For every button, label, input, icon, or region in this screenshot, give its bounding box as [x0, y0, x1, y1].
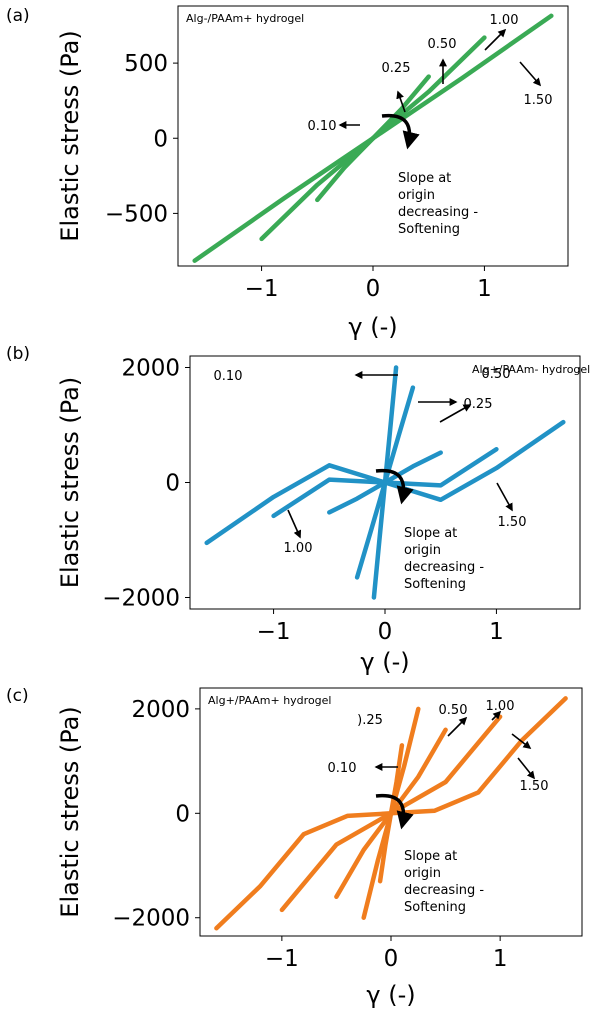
y-tick-label: 0	[153, 126, 168, 152]
annotation-line: Softening	[398, 222, 460, 237]
x-tick-label: 1	[477, 276, 492, 302]
x-tick-label: 1	[489, 619, 504, 645]
amplitude-label: 1.50	[498, 515, 527, 530]
annotation-line: origin	[404, 543, 441, 558]
chart-b: −1 0 1 −2000 0 2000 γ (-) Elastic stress (Pa) Al…	[56, 355, 590, 676]
softening-curved-arrow	[375, 793, 414, 830]
panel-label-c: (c)	[6, 686, 29, 706]
annotation-line: origin	[404, 866, 441, 881]
annotation-line: Softening	[404, 577, 466, 592]
panel-title: Alg-/PAAm+ hydrogel	[186, 12, 304, 25]
annotation-arrow	[517, 757, 535, 780]
amplitude-label: ).25	[357, 713, 383, 728]
annotation-line: Softening	[404, 900, 466, 915]
x-tick-label: −1	[265, 946, 299, 972]
amplitude-label: 0.50	[439, 703, 468, 718]
y-tick-label: 0	[165, 471, 180, 497]
annotation-arrow	[396, 90, 406, 113]
panel-a: (a) −1 0 1 −500 0 500 γ (-) Elastic stress (Pa)…	[0, 0, 590, 341]
amplitude-label: 0.25	[464, 397, 493, 412]
chart-a: −1 0 1 −500 0 500 γ (-) Elastic stress (Pa) Alg-…	[56, 5, 569, 341]
amplitude-label: 0.10	[308, 119, 337, 134]
x-tick-label: 0	[378, 619, 393, 645]
chart-c: −1 0 1 −2000 0 2000 γ (-) Elastic stress (Pa) Al…	[56, 687, 583, 1009]
amplitude-label: 0.10	[328, 761, 357, 776]
y-tick-label: 500	[124, 51, 168, 77]
x-axis-label: γ (-)	[366, 981, 415, 1009]
softening-curved-arrow	[375, 468, 414, 505]
annotation-arrow	[287, 509, 302, 539]
y-tick-label: 0	[175, 801, 190, 827]
x-tick-label: 1	[493, 946, 508, 972]
panel-title: Alg+/PAAm- hydrogel	[472, 363, 590, 376]
panel-b: (b) −1 0 1 −2000 0 2000 γ (-) Elastic stress (P…	[0, 340, 590, 680]
annotation-arrow	[439, 404, 472, 423]
annotation-arrow	[511, 733, 532, 749]
series-line-1.5	[192, 13, 554, 263]
series-line-1.5	[214, 696, 568, 931]
softening-annotation: Slope at origin decreasing - Softening	[398, 171, 478, 237]
softening-annotation: Slope at origin decreasing - Softening	[404, 849, 484, 915]
annotation-line: decreasing -	[404, 560, 484, 575]
annotation-line: Slope at	[398, 171, 451, 186]
y-tick-label: −500	[105, 201, 168, 227]
amplitude-label: 1.50	[520, 779, 549, 794]
amplitude-label: 1.00	[490, 13, 519, 28]
annotation-arrow	[484, 28, 507, 51]
panel-label-b: (b)	[6, 344, 31, 364]
annotation-arrow	[491, 710, 502, 721]
x-tick-label: 0	[366, 276, 381, 302]
x-tick-label: −1	[245, 276, 279, 302]
annotation-line: Slope at	[404, 849, 457, 864]
annotation-arrow	[496, 482, 513, 512]
x-tick-label: 0	[384, 946, 399, 972]
amplitude-label: 0.50	[428, 37, 457, 52]
y-axis-label: Elastic stress (Pa)	[56, 377, 84, 588]
annotation-line: Slope at	[404, 526, 457, 541]
panel-c: (c) −1 0 1 −2000 0 2000 γ (-) Elastic stress (P…	[0, 680, 590, 1012]
x-axis-label: γ (-)	[348, 313, 397, 341]
amplitude-label: 0.10	[214, 369, 243, 384]
annotation-arrow	[447, 716, 468, 737]
panel-label-a: (a)	[6, 6, 30, 26]
amplitude-label: 1.50	[524, 93, 553, 108]
x-tick-label: −1	[257, 619, 291, 645]
y-axis-label: Elastic stress (Pa)	[56, 706, 84, 917]
annotation-arrow	[519, 61, 542, 87]
annotation-line: decreasing -	[398, 205, 478, 220]
softening-curved-arrow	[381, 113, 420, 150]
y-tick-label: 2000	[131, 697, 190, 723]
amplitude-label: 1.00	[486, 699, 515, 714]
y-tick-label: 2000	[121, 356, 180, 382]
panel-title: Alg+/PAAm+ hydrogel	[208, 694, 331, 707]
softening-annotation: Slope at origin decreasing - Softening	[404, 526, 484, 592]
annotation-line: decreasing -	[404, 883, 484, 898]
amplitude-label: 1.00	[284, 541, 313, 556]
amplitude-label: 0.50	[482, 367, 511, 382]
annotation-line: origin	[398, 188, 435, 203]
y-tick-label: −2000	[112, 906, 190, 932]
x-axis-label: γ (-)	[360, 648, 409, 676]
series-line-1.5	[204, 419, 566, 546]
amplitude-label: 0.25	[382, 61, 411, 76]
y-axis-label: Elastic stress (Pa)	[56, 30, 84, 241]
y-tick-label: −2000	[102, 586, 180, 612]
